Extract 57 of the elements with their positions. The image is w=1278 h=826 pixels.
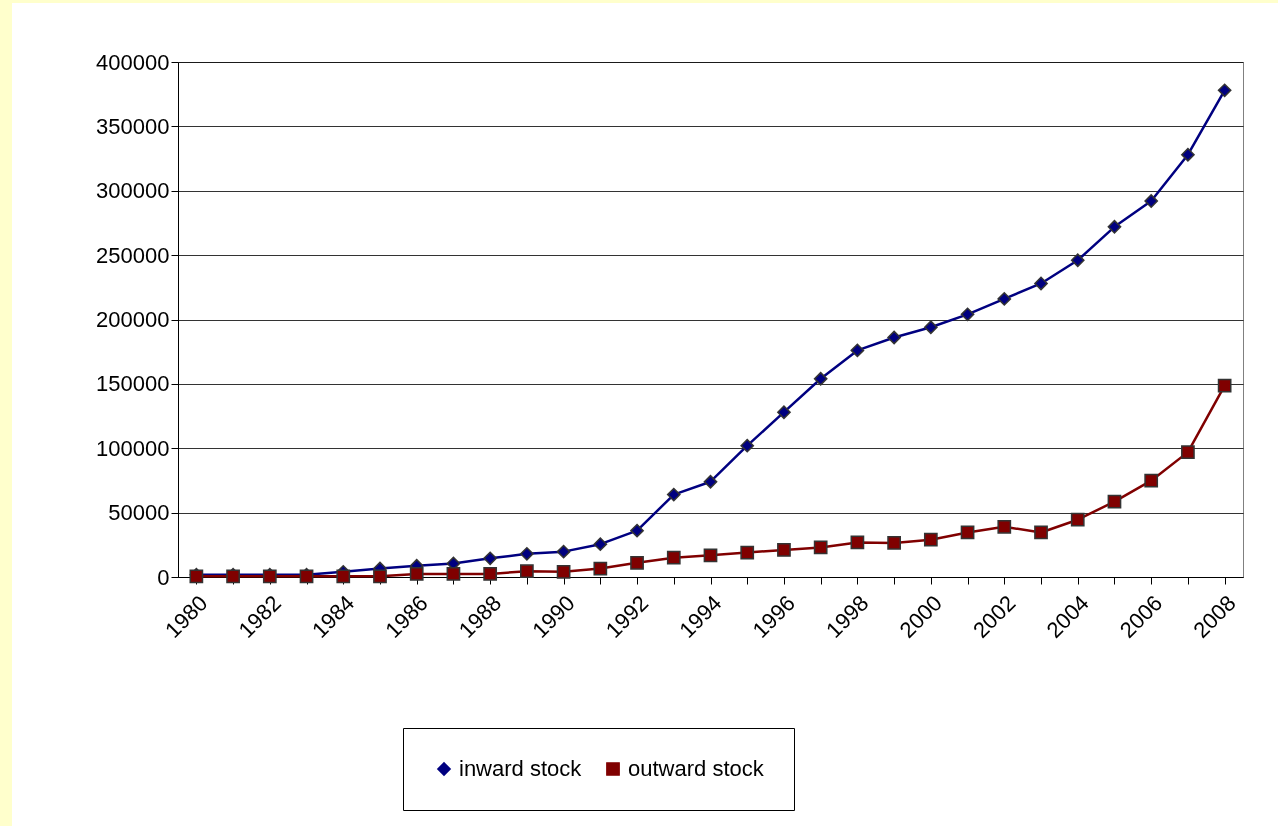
point <box>1034 276 1048 291</box>
point <box>960 525 975 540</box>
point <box>520 546 534 561</box>
point <box>593 537 608 552</box>
point <box>630 555 644 570</box>
point <box>997 519 1012 534</box>
y-tick-label: 250000 <box>96 242 170 268</box>
point <box>666 487 681 502</box>
point <box>483 551 498 566</box>
point <box>1181 147 1195 162</box>
point <box>1070 253 1085 268</box>
y-tick-label: 350000 <box>96 113 170 139</box>
y-tick-label: 200000 <box>96 307 170 332</box>
point <box>520 564 534 579</box>
point <box>923 532 938 547</box>
point <box>850 535 865 550</box>
point <box>887 330 901 345</box>
point <box>850 343 865 358</box>
point <box>630 523 644 538</box>
point <box>446 567 461 581</box>
point <box>1107 494 1122 509</box>
point <box>813 540 828 555</box>
point <box>1107 219 1122 234</box>
point <box>483 567 498 581</box>
point <box>1070 512 1085 527</box>
point <box>887 536 901 550</box>
point <box>1144 194 1159 208</box>
point <box>777 543 791 557</box>
point <box>556 544 571 559</box>
point <box>1034 525 1048 540</box>
point <box>813 371 828 386</box>
point <box>1217 378 1232 393</box>
point <box>960 307 975 322</box>
point <box>593 561 608 576</box>
y-tick-label: 400000 <box>96 49 170 75</box>
point <box>336 569 351 584</box>
point <box>1181 445 1195 459</box>
y-tick-label: 300000 <box>96 178 170 204</box>
legend-label: inward stock <box>459 756 583 781</box>
point <box>409 567 424 581</box>
point <box>1144 473 1159 488</box>
point <box>740 545 755 560</box>
point <box>997 292 1012 306</box>
point <box>373 569 387 584</box>
point <box>740 438 755 453</box>
y-tick-label: 50000 <box>108 500 170 526</box>
y-tick-label: 100000 <box>96 435 170 461</box>
y-tick-label: 0 <box>157 564 170 590</box>
y-tick-label: 150000 <box>96 371 170 397</box>
point <box>666 550 681 565</box>
point <box>923 320 938 335</box>
point <box>556 564 571 579</box>
legend-label: outward stock <box>628 756 765 781</box>
point <box>703 474 718 489</box>
point <box>1217 83 1232 98</box>
point <box>777 405 791 420</box>
point <box>703 548 718 563</box>
